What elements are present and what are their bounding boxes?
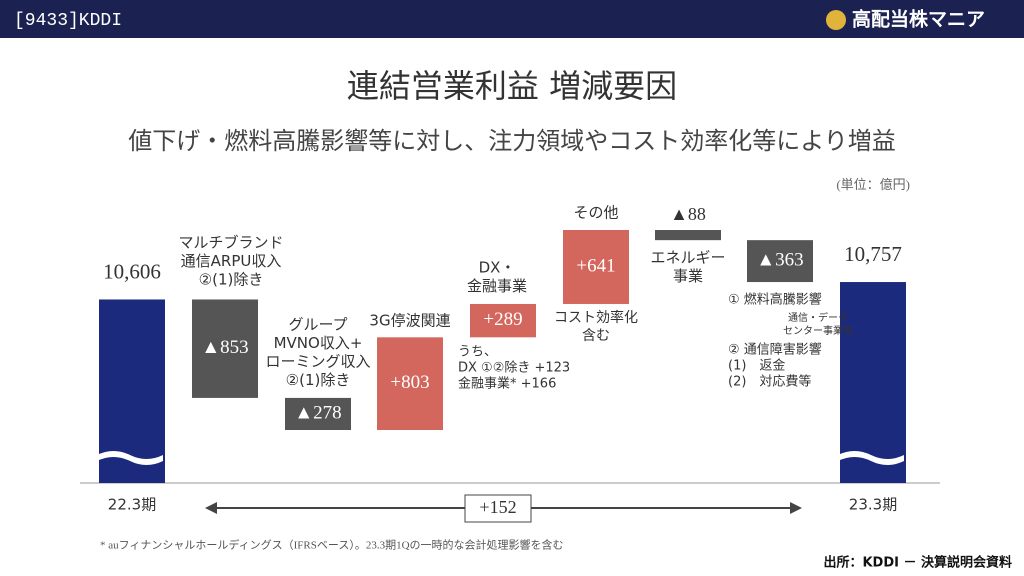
total-bar — [840, 282, 906, 483]
category-label: ②(1)除き — [199, 271, 264, 289]
category-label: マルチブランド — [178, 234, 283, 252]
category-label: エネルギー — [650, 249, 725, 267]
note: うち、 — [458, 345, 497, 360]
value-label: +641 — [576, 255, 615, 276]
brand-icon — [826, 10, 846, 30]
bar — [563, 230, 629, 304]
value-label: ▲88 — [670, 204, 706, 224]
category-label: 22.3期 — [108, 496, 156, 514]
category-label: 3G停波関連 — [369, 312, 450, 330]
bar — [655, 230, 721, 241]
category-label: グループ — [288, 316, 347, 334]
chart-title: 連結営業利益 増減要因 — [347, 67, 677, 105]
unit-note: (単位：億円) — [836, 177, 910, 192]
note: 金融事業* +166 — [458, 376, 556, 392]
note: 含む — [582, 328, 610, 344]
source: 出所：KDDI － 決算説明会資料 — [823, 555, 1012, 571]
category-label: ②(1)除き — [286, 371, 351, 389]
category-label: その他 — [573, 204, 618, 222]
value-label: ▲278 — [294, 402, 341, 423]
difference-box — [464, 494, 532, 523]
value-label: +803 — [390, 372, 429, 393]
category-label: DX・ — [479, 259, 516, 277]
arrow-head — [205, 502, 217, 514]
value-label: ▲853 — [201, 337, 248, 358]
bar — [470, 303, 536, 338]
category-label: 金融事業 — [467, 277, 527, 295]
note: (2) 対応費等 — [728, 374, 811, 390]
axis-break — [97, 451, 163, 465]
category-label: 事業 — [673, 267, 703, 285]
note: ② 通信障害影響 — [728, 342, 822, 358]
note: DX ①②除き +123 — [458, 361, 570, 376]
bar — [192, 299, 258, 398]
value-label: 10,757 — [844, 242, 902, 266]
bar — [377, 337, 443, 430]
arrow-head — [790, 502, 802, 514]
subtitle: 値下げ・燃料高騰影響等に対し、注力領域やコスト効率化等により増益 — [128, 127, 896, 155]
header-bar — [0, 0, 1024, 38]
bar — [285, 397, 351, 430]
category-label: 通信ARPU収入 — [181, 252, 282, 270]
category-label: MVNO収入+ — [274, 334, 363, 352]
value-label: +289 — [483, 309, 522, 330]
category-label: 23.3期 — [849, 496, 897, 514]
bar — [747, 240, 813, 283]
brand: 高配当株マニア — [852, 8, 985, 31]
value-label: ▲363 — [756, 249, 803, 270]
difference-label: +152 — [479, 497, 516, 517]
axis-break — [838, 451, 904, 465]
category-label: ローミング収入 — [265, 353, 370, 371]
note: ① 燃料高騰影響 — [728, 292, 822, 308]
note: センター事業等 — [783, 324, 853, 337]
note: (1) 返金 — [728, 358, 785, 374]
footnote: * auフィナンシャルホールディングス（IFRSベース）。23.3期1Qの一時的… — [100, 538, 564, 552]
value-label: 10,606 — [103, 259, 161, 283]
ticker: [9433]KDDI — [14, 11, 122, 31]
note: 通信・データ — [788, 311, 848, 324]
note: コスト効率化 — [554, 309, 638, 326]
